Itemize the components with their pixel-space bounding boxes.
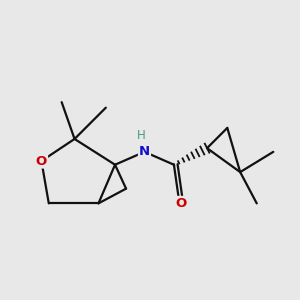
Text: H: H bbox=[136, 129, 145, 142]
Text: O: O bbox=[176, 197, 187, 210]
Text: N: N bbox=[139, 145, 150, 158]
Text: O: O bbox=[36, 154, 47, 167]
